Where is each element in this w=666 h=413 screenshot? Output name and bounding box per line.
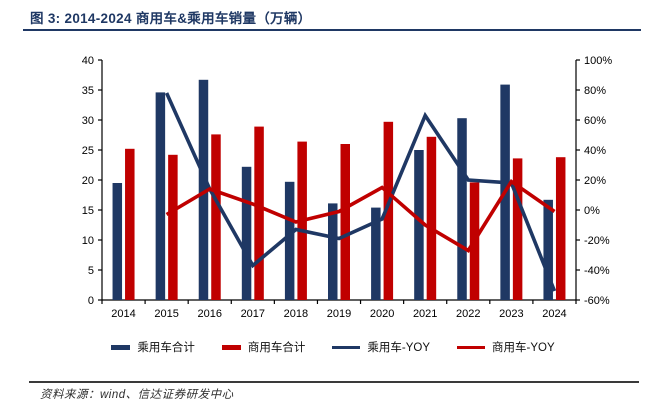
right-axis-tick-label: 80% xyxy=(584,85,606,97)
left-axis-tick-label: 15 xyxy=(82,205,94,217)
x-axis-category-label: 2014 xyxy=(111,308,135,320)
left-axis-tick-label: 35 xyxy=(82,85,94,97)
left-axis-tick-label: 5 xyxy=(88,265,94,277)
right-axis-tick-label: -40% xyxy=(584,265,610,277)
bar-passenger-total-2019 xyxy=(328,203,338,300)
legend-swatch-passenger-total xyxy=(111,344,131,350)
chart-canvas: 0 5 10 15 20 25 30 35 40 -60% -40% -20% 0% 20% 40% 60% 8… xyxy=(82,55,613,320)
legend-swatch-commercial-total xyxy=(221,344,241,350)
bar-passenger-total-2016 xyxy=(198,79,209,300)
right-axis-tick-label: -60% xyxy=(584,295,610,307)
right-axis-tick-label: 100% xyxy=(584,55,612,67)
x-axis-category-label: 2016 xyxy=(197,308,221,320)
bar-commercial-total-2021 xyxy=(426,136,437,300)
legend-item-passenger-total: 乘用车合计 xyxy=(111,339,195,355)
bar-commercial-total-2016 xyxy=(211,134,221,300)
bar-passenger-total-2018 xyxy=(284,181,295,300)
bar-commercial-total-2024 xyxy=(555,157,566,300)
legend-label-passenger-yoy: 乘用车-YOY xyxy=(367,342,430,354)
legend-swatch-commercial-yoy xyxy=(457,345,485,349)
legend-label-commercial-total: 商用车合计 xyxy=(247,342,306,354)
bar-passenger-total-2024 xyxy=(543,199,553,300)
bar-commercial-total-2015 xyxy=(168,154,178,300)
bar-passenger-total-2020 xyxy=(371,207,381,300)
source-note: 资料来源：wind、信达证券研发中心 xyxy=(40,389,234,401)
bar-commercial-total-2014 xyxy=(125,148,135,300)
x-axis-category-label: 2020 xyxy=(370,308,394,320)
left-axis-tick-label: 0 xyxy=(88,295,94,307)
bar-passenger-total-2015 xyxy=(155,92,166,301)
legend-item-commercial-total: 商用车合计 xyxy=(221,339,306,355)
bar-commercial-total-2020 xyxy=(383,121,394,300)
left-axis-tick-label: 20 xyxy=(82,175,94,187)
x-axis-category-label: 2023 xyxy=(499,308,523,320)
right-axis-tick-label: 0% xyxy=(584,205,600,217)
left-axis-tick-label: 30 xyxy=(82,115,94,127)
legend-label-passenger-total: 乘用车合计 xyxy=(137,342,195,354)
right-axis-tick-label: 40% xyxy=(584,145,606,157)
title-underline xyxy=(23,29,641,31)
x-axis-category-label: 2019 xyxy=(327,308,351,320)
legend-swatch-passenger-yoy xyxy=(332,345,361,349)
bar-passenger-total-2017 xyxy=(241,166,252,300)
legend-label-commercial-yoy: 商用车-YOY xyxy=(492,342,555,354)
x-axis-category-label: 2021 xyxy=(413,308,437,320)
bar-passenger-total-2014 xyxy=(112,183,123,300)
left-axis-tick-label: 10 xyxy=(82,235,94,247)
right-axis-tick-label: 60% xyxy=(584,115,606,127)
chart-legend: 乘用车合计 商用车合计 乘用车-YOY 商用车-YOY xyxy=(0,339,666,355)
bar-passenger-total-2021 xyxy=(414,150,424,300)
legend-item-commercial-yoy: 商用车-YOY xyxy=(457,339,555,355)
bar-passenger-total-2022 xyxy=(457,118,467,300)
bar-commercial-total-2017 xyxy=(254,126,264,300)
right-axis-tick-label: -20% xyxy=(584,235,610,247)
line-commercial-yoy xyxy=(165,178,556,253)
bar-commercial-total-2023 xyxy=(512,158,523,300)
footer-separator xyxy=(29,381,639,383)
legend-item-passenger-yoy: 乘用车-YOY xyxy=(332,339,430,355)
x-axis-category-label: 2018 xyxy=(284,308,308,320)
x-axis-category-label: 2017 xyxy=(241,308,265,320)
left-axis-tick-label: 25 xyxy=(82,145,94,157)
x-axis-category-label: 2015 xyxy=(154,308,178,320)
x-axis-category-label: 2022 xyxy=(456,308,480,320)
right-axis-tick-label: 20% xyxy=(584,175,606,187)
x-axis-category-label: 2024 xyxy=(542,308,566,320)
bar-commercial-total-2019 xyxy=(340,144,350,300)
figure-title: 图 3: 2014-2024 商用车&乘用车销量（万辆） xyxy=(30,11,312,26)
left-axis-tick-label: 40 xyxy=(82,55,94,67)
line-passenger-yoy xyxy=(164,92,557,292)
